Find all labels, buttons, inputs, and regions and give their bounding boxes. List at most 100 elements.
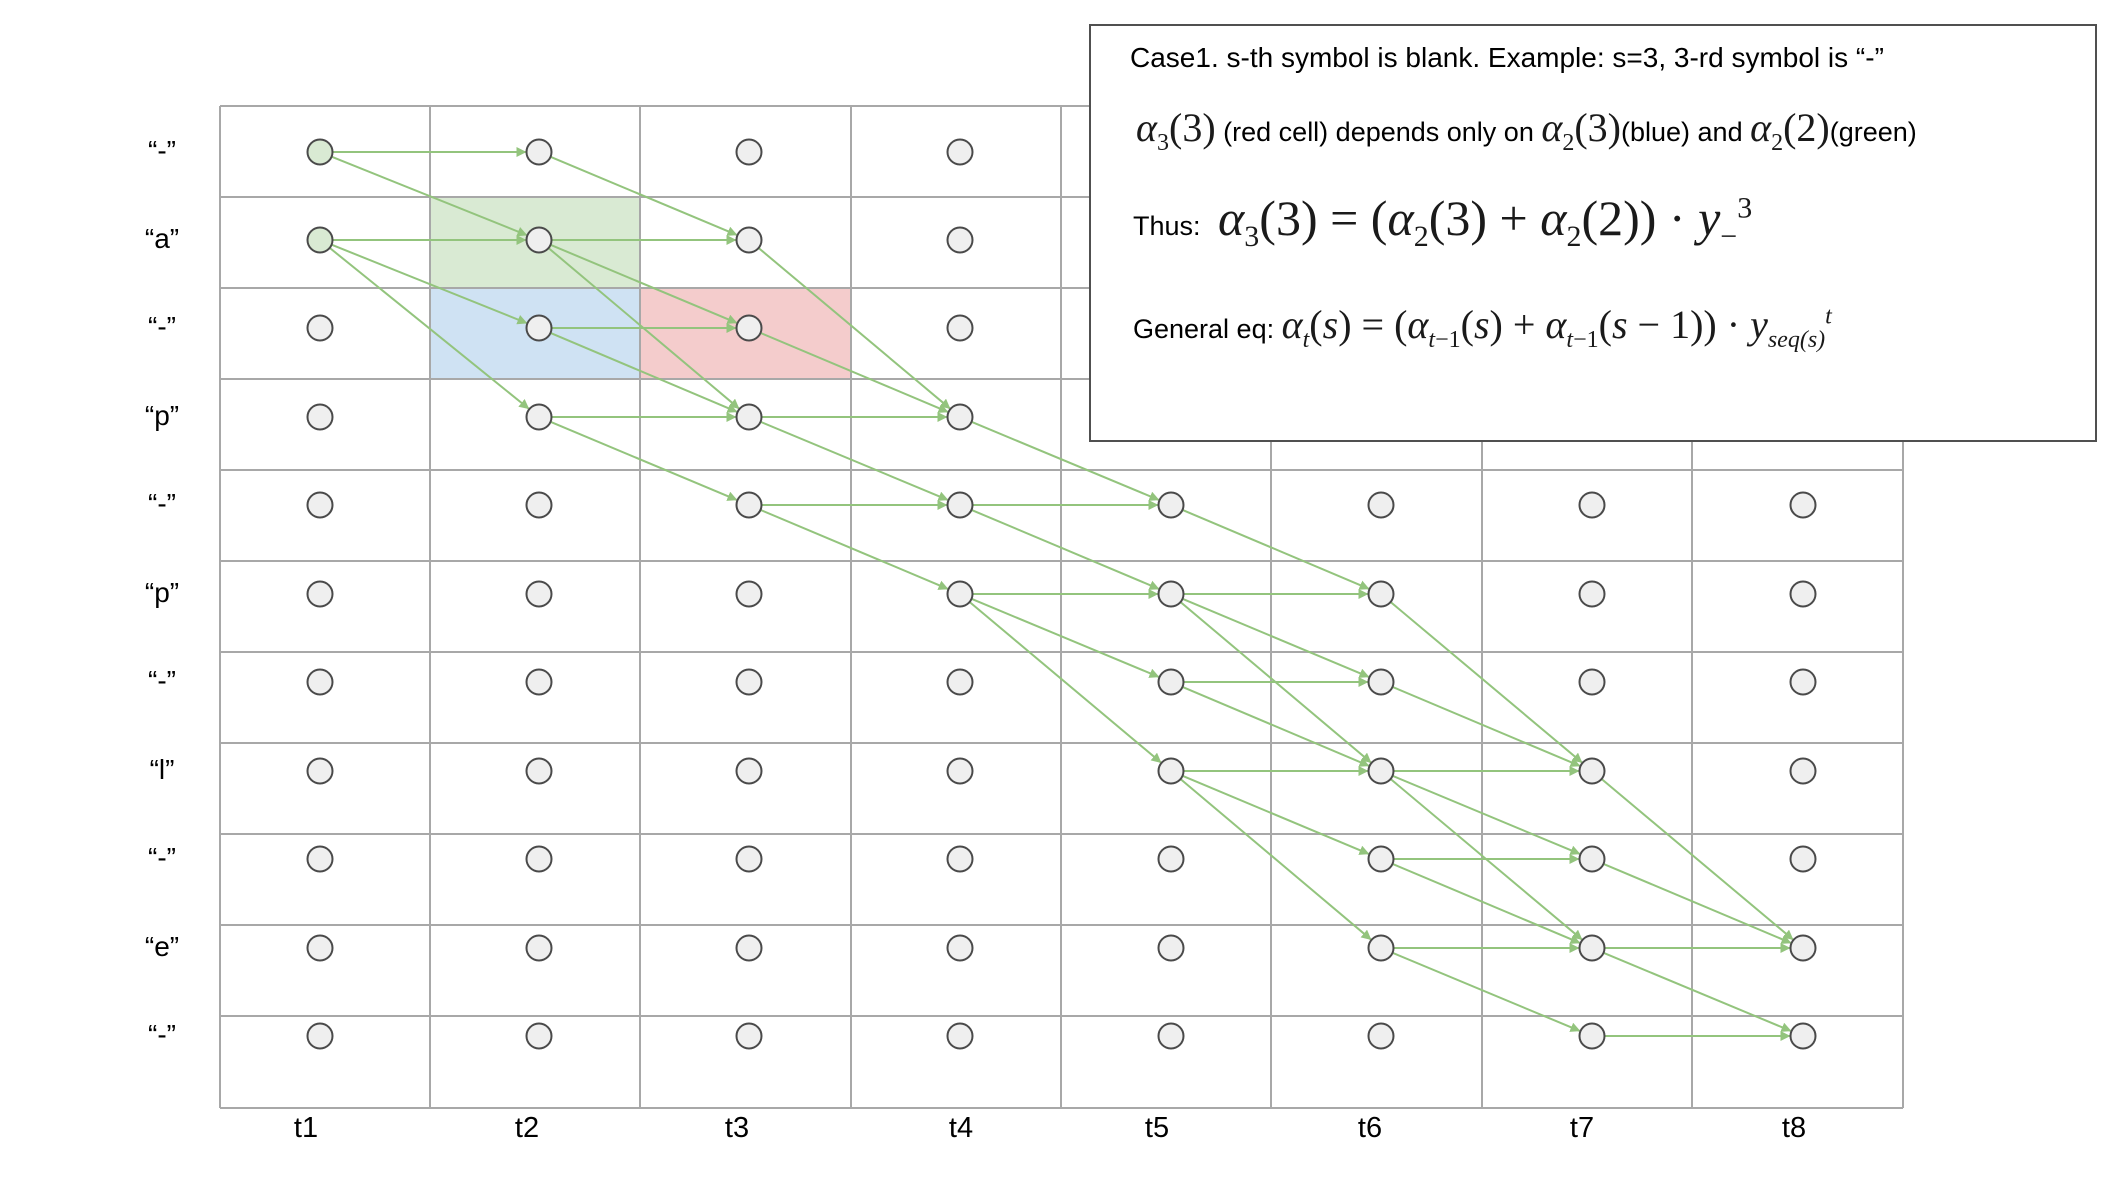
transition-arrow — [1392, 685, 1581, 767]
transition-arrow — [1603, 951, 1792, 1032]
state-node — [1157, 1022, 1185, 1050]
general-equation: General eq: αt(s) = (αt−1(s) + αt−1(s − … — [1133, 301, 1832, 354]
dependency-text-green: (green) — [1829, 117, 1917, 147]
state-node — [1367, 580, 1395, 608]
column-label: t1 — [293, 1112, 319, 1144]
row-label: “-” — [148, 135, 176, 166]
column-label: t5 — [1144, 1112, 1170, 1144]
state-node — [1578, 934, 1606, 962]
column-label: t8 — [1781, 1112, 1807, 1144]
state-node — [946, 845, 974, 873]
state-node — [735, 1022, 763, 1050]
state-node — [946, 403, 974, 431]
state-node — [1578, 668, 1606, 696]
state-node — [735, 226, 763, 254]
transition-arrow — [760, 508, 949, 590]
dependency-text-blue: (blue) and — [1621, 117, 1743, 147]
state-node — [525, 934, 553, 962]
transition-arrow — [331, 243, 528, 325]
state-node — [946, 668, 974, 696]
thus-label: Thus: — [1133, 211, 1201, 241]
state-node — [1789, 845, 1817, 873]
state-node — [306, 845, 334, 873]
transition-arrow — [1389, 601, 1583, 764]
transition-arrow — [1392, 951, 1581, 1032]
state-node — [946, 934, 974, 962]
transition-arrow — [971, 420, 1160, 501]
state-node — [306, 934, 334, 962]
transition-arrow — [971, 508, 1160, 590]
column-label: t3 — [724, 1112, 750, 1144]
transition-arrow — [1392, 774, 1581, 855]
state-node — [1367, 491, 1395, 519]
row-label: “-” — [148, 1019, 176, 1050]
state-node — [1578, 757, 1606, 785]
state-node — [1789, 934, 1817, 962]
state-node — [735, 403, 763, 431]
transition-arrow — [971, 597, 1160, 678]
specific-equation-formula: α3(3) = (α2(3) + α2(2)) · y−3 — [1218, 190, 1753, 253]
transition-arrow — [1600, 778, 1794, 941]
state-node — [1157, 580, 1185, 608]
transition-arrow — [331, 155, 528, 237]
column-label: t7 — [1569, 1112, 1595, 1144]
row-label: “e” — [144, 931, 180, 962]
state-node — [306, 314, 334, 342]
row-label: “a” — [144, 223, 180, 254]
transition-arrow — [1182, 597, 1370, 678]
transition-arrow — [760, 420, 949, 501]
alpha-2-3-symbol: α2(3) — [1541, 105, 1621, 156]
state-node — [1157, 757, 1185, 785]
state-node — [306, 491, 334, 519]
state-node — [946, 1022, 974, 1050]
state-node — [306, 580, 334, 608]
state-node — [946, 580, 974, 608]
state-node — [946, 138, 974, 166]
state-node — [735, 138, 763, 166]
state-node — [306, 1022, 334, 1050]
row-label: “-” — [148, 311, 176, 342]
dependency-statement: α3(3) (red cell) depends only on α2(3)(b… — [1136, 104, 1917, 157]
state-node — [946, 314, 974, 342]
state-node — [735, 668, 763, 696]
state-node — [525, 226, 553, 254]
state-node — [1157, 934, 1185, 962]
state-node — [306, 757, 334, 785]
specific-equation: Thus: α3(3) = (α2(3) + α2(2)) · y−3 — [1133, 189, 1752, 254]
state-node — [1789, 757, 1817, 785]
state-node — [525, 138, 553, 166]
state-node — [525, 845, 553, 873]
state-node — [306, 226, 334, 254]
transition-arrow — [1179, 778, 1372, 941]
transition-arrow — [550, 331, 738, 413]
state-node — [306, 668, 334, 696]
row-label: “p” — [144, 400, 180, 431]
transition-arrow — [550, 243, 738, 324]
state-node — [1157, 845, 1185, 873]
state-node — [735, 314, 763, 342]
transition-arrow — [1182, 508, 1370, 590]
state-node — [946, 226, 974, 254]
state-node — [1578, 491, 1606, 519]
state-node — [1789, 1022, 1817, 1050]
state-node — [525, 757, 553, 785]
row-label: “p” — [144, 577, 180, 608]
state-node — [306, 403, 334, 431]
state-node — [735, 580, 763, 608]
column-label: t2 — [514, 1112, 540, 1144]
transition-arrow — [1182, 774, 1370, 855]
state-node — [1578, 845, 1606, 873]
row-label: “-” — [148, 665, 176, 696]
row-label: “-” — [148, 842, 176, 873]
state-node — [525, 403, 553, 431]
case-title: Case1. s-th symbol is blank. Example: s=… — [1130, 42, 1884, 73]
state-node — [525, 668, 553, 696]
state-node — [306, 138, 334, 166]
state-node — [946, 757, 974, 785]
transition-arrow — [1182, 685, 1370, 767]
state-node — [1367, 934, 1395, 962]
alpha-3-3-symbol: α3(3) — [1136, 105, 1216, 156]
state-node — [735, 934, 763, 962]
state-node — [1789, 580, 1817, 608]
state-node — [525, 314, 553, 342]
